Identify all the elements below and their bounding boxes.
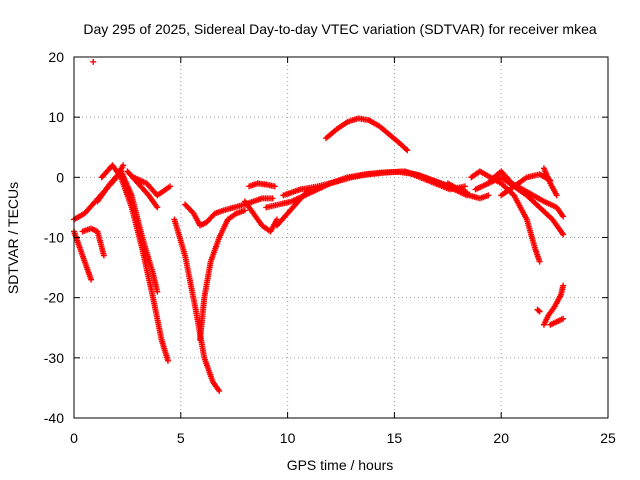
grid-lines (74, 57, 608, 418)
data-point (154, 288, 161, 295)
x-tick-label: 25 (600, 430, 616, 446)
data-point (271, 183, 278, 190)
x-axis-label: GPS time / hours (287, 457, 394, 473)
chart-title: Day 295 of 2025, Sidereal Day-to-day VTE… (83, 21, 596, 37)
data-point (402, 146, 409, 153)
y-tick-label: -40 (44, 410, 64, 426)
y-tick-label: -30 (44, 350, 64, 366)
data-point (167, 183, 174, 190)
axis-ticks: 0 5 10 15 20 25 -40 -30 -20 -10 0 10 20 (44, 49, 616, 446)
data-point (90, 58, 97, 65)
y-tick-label: -10 (44, 230, 64, 246)
data-point (485, 192, 492, 199)
y-tick-label: 10 (48, 109, 64, 125)
x-tick-label: 5 (177, 430, 185, 446)
x-tick-label: 15 (387, 430, 403, 446)
data-point (536, 308, 543, 315)
data-point (560, 231, 567, 238)
x-tick-label: 20 (493, 430, 509, 446)
data-point (100, 252, 107, 259)
data-point (189, 209, 196, 216)
x-tick-label: 10 (280, 430, 296, 446)
data-point (241, 207, 248, 214)
data-point (535, 307, 542, 314)
data-point (560, 315, 567, 322)
data-point (216, 387, 223, 394)
data-point (536, 258, 543, 265)
data-point (404, 147, 411, 154)
data-point (88, 276, 95, 283)
data-points (71, 58, 567, 394)
data-point (560, 282, 567, 289)
y-axis-label: SDTVAR / TECUs (5, 182, 21, 294)
y-tick-label: 20 (48, 49, 64, 65)
data-point (269, 195, 276, 202)
data-point (154, 204, 161, 211)
x-tick-label: 0 (70, 430, 78, 446)
data-point (560, 213, 567, 220)
data-point (461, 183, 468, 190)
data-point (164, 357, 171, 364)
y-tick-label: 0 (56, 169, 64, 185)
y-tick-label: -20 (44, 290, 64, 306)
data-point (553, 192, 560, 199)
data-point (120, 162, 127, 169)
